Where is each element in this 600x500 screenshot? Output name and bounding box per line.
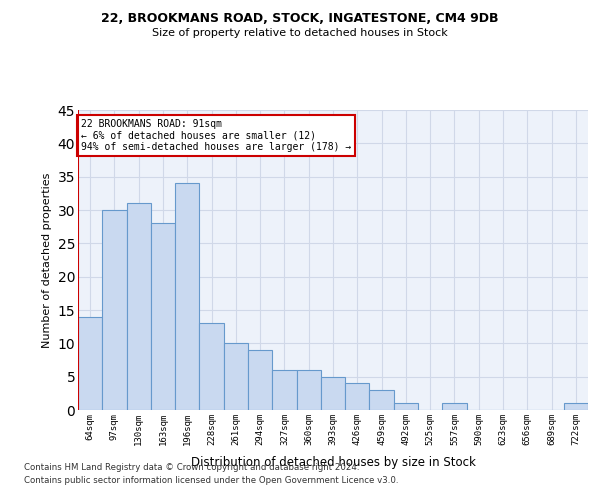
Bar bbox=[321, 376, 345, 410]
Text: Size of property relative to detached houses in Stock: Size of property relative to detached ho… bbox=[152, 28, 448, 38]
Bar bbox=[248, 350, 272, 410]
Bar bbox=[102, 210, 127, 410]
Bar bbox=[296, 370, 321, 410]
Text: 22 BROOKMANS ROAD: 91sqm
← 6% of detached houses are smaller (12)
94% of semi-de: 22 BROOKMANS ROAD: 91sqm ← 6% of detache… bbox=[80, 119, 351, 152]
Bar bbox=[127, 204, 151, 410]
Bar bbox=[442, 404, 467, 410]
Bar bbox=[224, 344, 248, 410]
Bar bbox=[78, 316, 102, 410]
Bar bbox=[564, 404, 588, 410]
Bar bbox=[345, 384, 370, 410]
Text: Contains HM Land Registry data © Crown copyright and database right 2024.: Contains HM Land Registry data © Crown c… bbox=[24, 464, 359, 472]
Bar bbox=[175, 184, 199, 410]
Text: Contains public sector information licensed under the Open Government Licence v3: Contains public sector information licen… bbox=[24, 476, 398, 485]
Text: 22, BROOKMANS ROAD, STOCK, INGATESTONE, CM4 9DB: 22, BROOKMANS ROAD, STOCK, INGATESTONE, … bbox=[101, 12, 499, 26]
Bar bbox=[151, 224, 175, 410]
Bar bbox=[370, 390, 394, 410]
Y-axis label: Number of detached properties: Number of detached properties bbox=[42, 172, 52, 348]
Bar bbox=[394, 404, 418, 410]
Bar bbox=[199, 324, 224, 410]
Bar bbox=[272, 370, 296, 410]
X-axis label: Distribution of detached houses by size in Stock: Distribution of detached houses by size … bbox=[191, 456, 475, 469]
